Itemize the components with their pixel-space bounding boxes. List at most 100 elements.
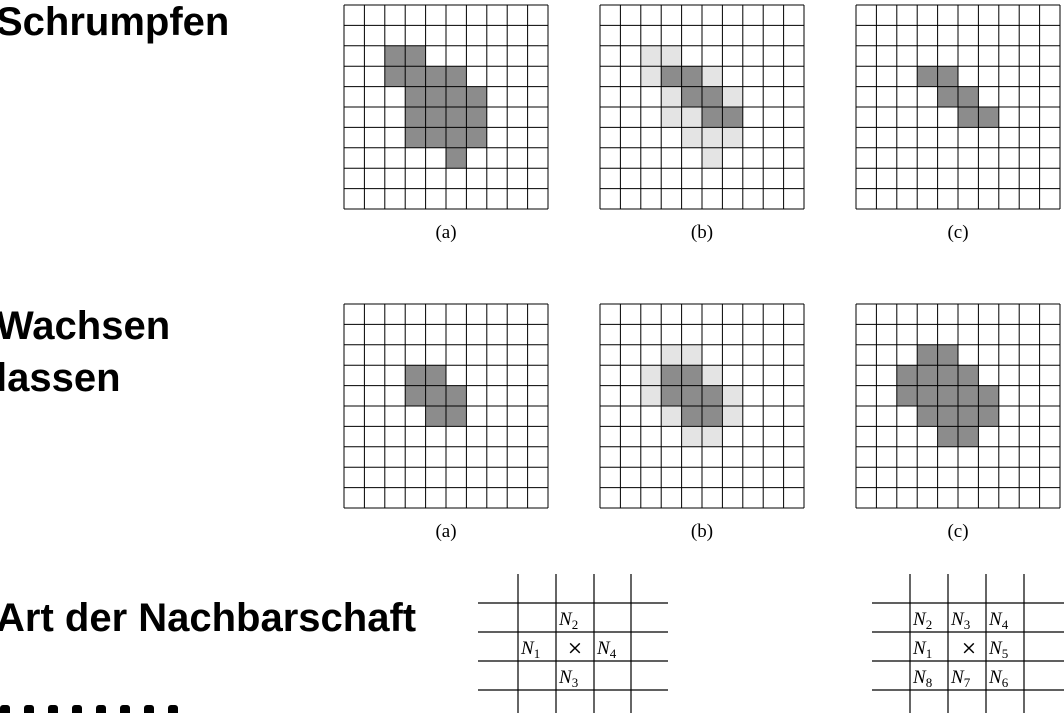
dark-cell — [917, 345, 937, 365]
light-cell — [661, 87, 681, 107]
light-cell — [661, 406, 681, 426]
light-cell — [682, 107, 702, 127]
neighborhood-8-cell: N3 — [950, 609, 970, 632]
light-cell — [641, 46, 661, 66]
light-cell — [722, 127, 742, 147]
dark-cell — [466, 87, 486, 107]
schrumpfen-grid-c — [856, 5, 1061, 210]
dark-cell — [978, 386, 998, 406]
light-cell — [702, 148, 722, 168]
neighborhood-8-cell: N6 — [988, 667, 1009, 690]
dark-cell — [938, 426, 958, 446]
cutoff-text-fragment — [0, 701, 230, 713]
dark-cell — [917, 406, 937, 426]
dark-cell — [661, 365, 681, 385]
dark-cell — [702, 107, 722, 127]
dark-cell — [446, 87, 466, 107]
dark-cell — [385, 46, 405, 66]
dark-cell — [958, 386, 978, 406]
heading-schrumpfen: Schrumpfen — [0, 0, 229, 48]
heading-wachsen-line2: lassen — [0, 352, 121, 404]
light-cell — [702, 426, 722, 446]
dark-cell — [938, 66, 958, 86]
dark-cell — [958, 365, 978, 385]
light-cell — [641, 365, 661, 385]
dark-cell — [702, 406, 722, 426]
schrumpfen-grid-a — [344, 5, 549, 210]
wachsen-grid-c — [856, 304, 1061, 509]
dark-cell — [466, 127, 486, 147]
dark-cell — [897, 386, 917, 406]
neighborhood-8-cell: N5 — [988, 638, 1008, 661]
neighborhood-8-cell: N8 — [912, 667, 932, 690]
dark-cell — [446, 406, 466, 426]
dark-cell — [426, 365, 446, 385]
light-cell — [682, 426, 702, 446]
dark-cell — [978, 406, 998, 426]
neighborhood-8-cell: N7 — [950, 667, 971, 690]
light-cell — [682, 345, 702, 365]
dark-cell — [938, 87, 958, 107]
dark-cell — [978, 107, 998, 127]
dark-cell — [958, 87, 978, 107]
wachsen-caption-c: (c) — [928, 521, 988, 543]
dark-cell — [426, 127, 446, 147]
neighborhood-8-cell: N2 — [912, 609, 932, 632]
light-cell — [702, 66, 722, 86]
neighborhood-4-right: N4 — [596, 638, 617, 661]
light-cell — [661, 345, 681, 365]
dark-cell — [446, 148, 466, 168]
dark-cell — [446, 127, 466, 147]
dark-cell — [702, 87, 722, 107]
dark-cell — [938, 365, 958, 385]
dark-cell — [897, 365, 917, 385]
dark-cell — [702, 386, 722, 406]
dark-cell — [405, 87, 425, 107]
dark-cell — [661, 386, 681, 406]
neighborhood-4-center: × — [567, 637, 583, 659]
dark-cell — [426, 66, 446, 86]
neighborhood-8-cell: N1 — [912, 638, 932, 661]
dark-cell — [917, 386, 937, 406]
light-cell — [722, 386, 742, 406]
dark-cell — [958, 426, 978, 446]
neighborhood-8-diagram: N2 N3 N4 N1 × N5 N8 N7 N6 — [872, 574, 1064, 713]
dark-cell — [917, 66, 937, 86]
dark-cell — [446, 107, 466, 127]
dark-cell — [426, 406, 446, 426]
light-cell — [641, 66, 661, 86]
dark-cell — [958, 406, 978, 426]
heading-nachbarschaft: Art der Nachbarschaft — [0, 592, 416, 644]
dark-cell — [426, 87, 446, 107]
wachsen-grid-b — [600, 304, 805, 509]
dark-cell — [661, 66, 681, 86]
light-cell — [661, 46, 681, 66]
light-cell — [722, 87, 742, 107]
dark-cell — [722, 107, 742, 127]
dark-cell — [405, 46, 425, 66]
light-cell — [702, 127, 722, 147]
wachsen-caption-b: (b) — [672, 521, 732, 543]
neighborhood-4-left: N1 — [520, 638, 540, 661]
heading-wachsen-line1: Wachsen — [0, 300, 170, 352]
light-cell — [722, 406, 742, 426]
dark-cell — [405, 127, 425, 147]
dark-cell — [682, 365, 702, 385]
schrumpfen-grid-b — [600, 5, 805, 210]
dark-cell — [446, 386, 466, 406]
dark-cell — [426, 107, 446, 127]
dark-cell — [405, 386, 425, 406]
dark-cell — [682, 66, 702, 86]
light-cell — [702, 365, 722, 385]
dark-cell — [682, 386, 702, 406]
neighborhood-4-diagram: N2 N1 × N4 N3 — [478, 574, 672, 713]
dark-cell — [958, 107, 978, 127]
dark-cell — [405, 107, 425, 127]
neighborhood-8-cell: N4 — [988, 609, 1009, 632]
schrumpfen-caption-a: (a) — [416, 222, 476, 244]
dark-cell — [446, 66, 466, 86]
light-cell — [682, 127, 702, 147]
light-cell — [661, 107, 681, 127]
wachsen-caption-a: (a) — [416, 521, 476, 543]
light-cell — [641, 386, 661, 406]
